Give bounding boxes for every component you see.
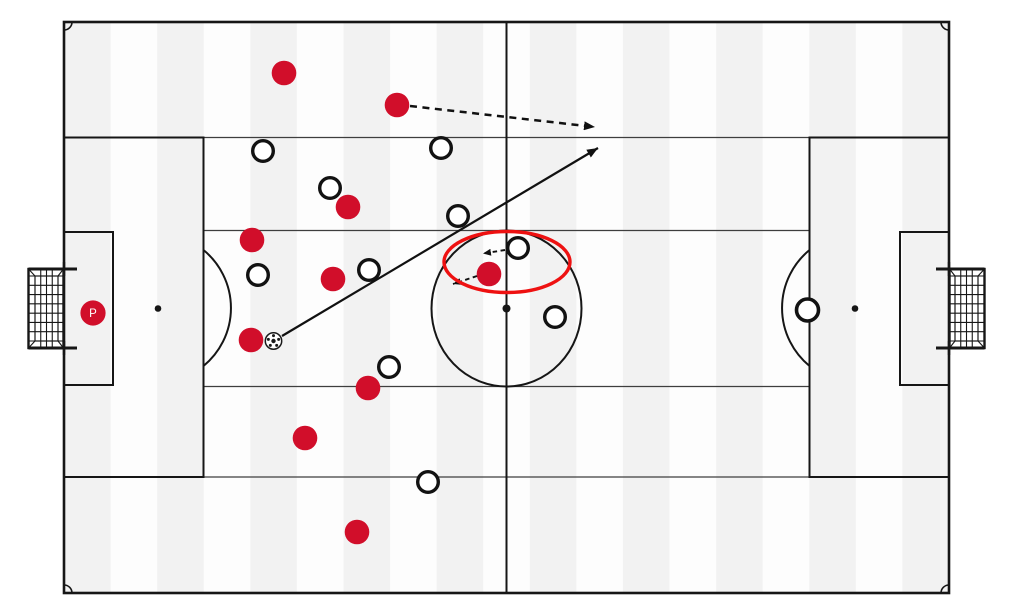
- penalty-arc-left: [202, 249, 232, 367]
- corner-arc: [63, 584, 73, 594]
- red-player-marker[interactable]: [355, 375, 381, 401]
- dashed-pass-arrow[interactable]: [409, 104, 596, 131]
- corner-arc: [940, 21, 950, 31]
- white-player-marker[interactable]: [506, 235, 531, 260]
- red-player-marker[interactable]: [476, 261, 502, 287]
- penalty-arc-right: [781, 249, 811, 367]
- white-player-marker[interactable]: [357, 258, 382, 283]
- white-player-marker[interactable]: [543, 305, 568, 330]
- pitch-stripe: [343, 22, 391, 593]
- ball-patch: [266, 337, 270, 341]
- goal-net-line: [57, 268, 64, 277]
- pitch-stripe: [902, 22, 950, 593]
- red-goalkeeper-marker[interactable]: P: [80, 300, 106, 326]
- ball-patch: [277, 337, 281, 341]
- red-goalkeeper-circle: [80, 300, 106, 326]
- white-player-marker[interactable]: [429, 135, 454, 160]
- dashed-press-arrow-2[interactable]: [452, 275, 478, 285]
- white-player-marker[interactable]: [250, 138, 275, 163]
- dashed-press-arrow-1[interactable]: [482, 248, 506, 256]
- ball-patch: [272, 334, 275, 338]
- pitch-stripe: [855, 22, 903, 593]
- goal-net-line: [949, 268, 956, 277]
- red-player-marker[interactable]: [292, 425, 318, 451]
- pitch-stripe: [250, 22, 298, 593]
- penalty-spot-left: [154, 305, 162, 312]
- goal-left: [27, 262, 77, 355]
- highlight-ellipse[interactable]: [442, 229, 572, 295]
- pitch-stripe: [436, 22, 484, 593]
- goalkeeper-label: P: [89, 308, 97, 320]
- goal-net-line: [28, 340, 36, 349]
- penalty-spot-right: [851, 305, 859, 312]
- pitch-stripe: [716, 22, 764, 593]
- white-player-marker[interactable]: [446, 203, 471, 228]
- pitch-stripe: [110, 22, 158, 593]
- white-player-marker[interactable]: [245, 263, 270, 288]
- red-player-marker[interactable]: [344, 519, 370, 545]
- white-player-marker[interactable]: [377, 355, 402, 380]
- goal-net-line: [977, 340, 985, 349]
- center-spot: [502, 304, 511, 313]
- ball-icon[interactable]: [264, 332, 283, 350]
- red-player-marker[interactable]: [335, 194, 361, 220]
- goal-net-line: [28, 268, 36, 277]
- red-player-marker[interactable]: [271, 60, 297, 86]
- pitch-stripe: [203, 22, 251, 593]
- white-player-marker[interactable]: [318, 175, 343, 200]
- ball-patch: [268, 343, 272, 347]
- corner-arc: [63, 21, 73, 31]
- pitch-stripe: [157, 22, 205, 593]
- white-goalkeeper-marker[interactable]: [794, 297, 821, 323]
- pitch-stripe: [296, 22, 344, 593]
- red-player-marker[interactable]: [239, 227, 265, 253]
- goal-net-line: [57, 340, 64, 349]
- ball-patch: [275, 343, 279, 347]
- white-player-marker[interactable]: [416, 470, 441, 495]
- red-player-marker[interactable]: [238, 327, 264, 353]
- goal-net-line: [977, 268, 985, 277]
- ball-patch: [271, 338, 276, 344]
- pitch-stripe: [576, 22, 624, 593]
- red-player-marker[interactable]: [384, 92, 410, 118]
- red-player-marker[interactable]: [320, 266, 346, 292]
- solid-run-arrow[interactable]: [281, 147, 599, 337]
- corner-arc: [940, 584, 950, 594]
- pitch-stripe: [622, 22, 670, 593]
- pitch-stripe: [669, 22, 717, 593]
- goal-right: [936, 262, 986, 355]
- goal-net-line: [949, 340, 956, 349]
